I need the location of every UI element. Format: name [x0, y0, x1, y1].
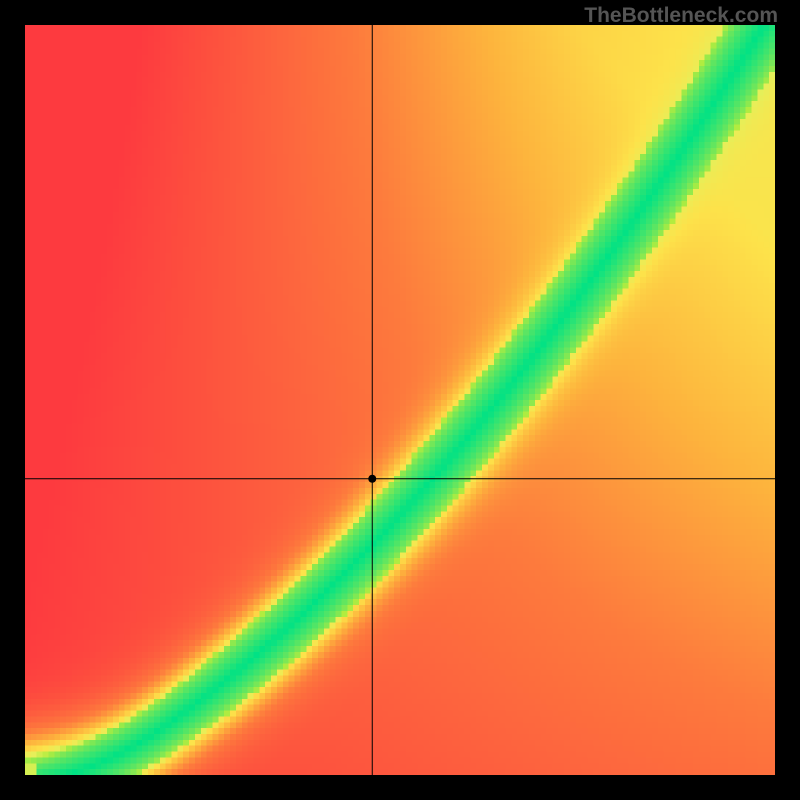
outer-frame: TheBottleneck.com [0, 0, 800, 800]
plot-area [25, 25, 775, 775]
heatmap-canvas [25, 25, 775, 775]
